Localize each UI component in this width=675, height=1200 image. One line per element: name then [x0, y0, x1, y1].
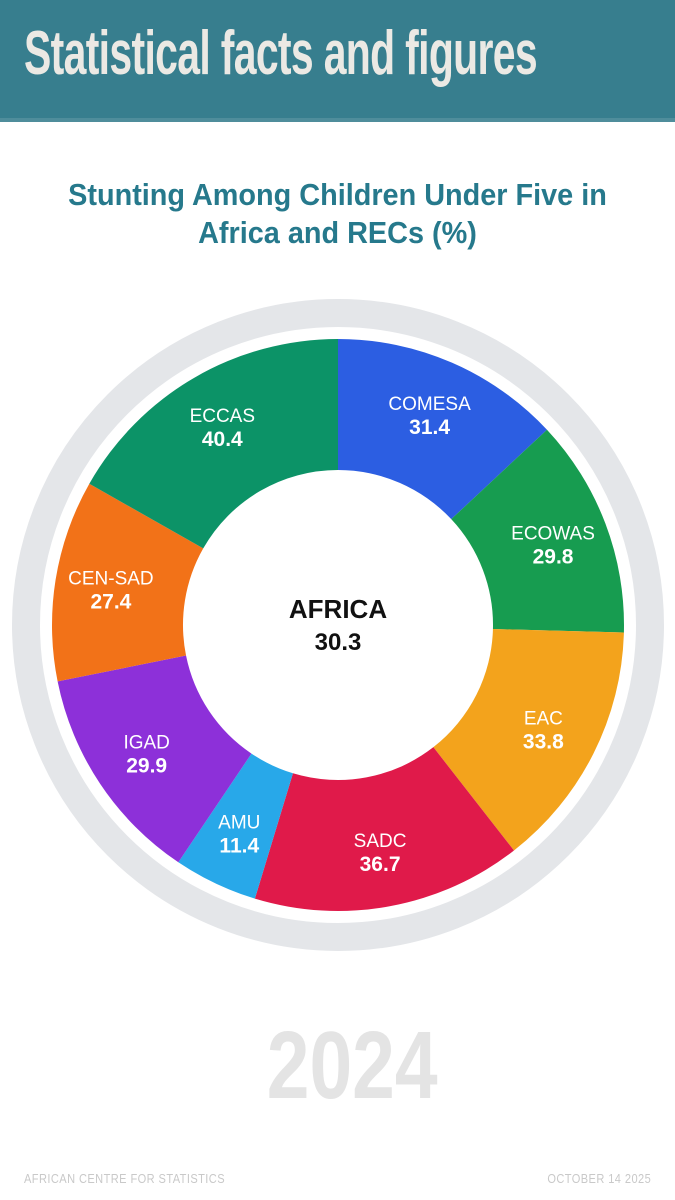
segment-label-cen-sad: CEN-SAD [68, 569, 154, 590]
outer-ring [12, 299, 664, 951]
segment-value-amu: 11.4 [219, 835, 259, 858]
segment-label-comesa: COMESA [388, 394, 471, 415]
segment-label-amu: AMU [218, 813, 260, 834]
donut-chart-container: COMESA 31.4 ECOWAS 29.8 EAC 33.8 SADC 36.7 AMU 11… [0, 290, 675, 960]
donut-segment-sadc [254, 747, 514, 912]
chart-title-line2: Africa and RECs (%) [198, 215, 477, 250]
segment-label-eac: EAC [524, 709, 563, 730]
segment-value-ecowas: 29.8 [533, 545, 574, 568]
donut-segment-eccas [89, 339, 338, 549]
footer-source: AFRICAN CENTRE FOR STATISTICS [24, 1170, 226, 1186]
donut-segment-amu [178, 753, 293, 899]
donut-segment-ecowas [451, 429, 624, 633]
segment-value-cen-sad: 27.4 [90, 591, 131, 614]
segment-value-eac: 33.8 [523, 731, 564, 754]
center-label: AFRICA [289, 594, 387, 624]
donut-segment-cen-sad [52, 483, 204, 682]
segment-label-ecowas: ECOWAS [511, 523, 595, 544]
center-value: 30.3 [315, 629, 362, 656]
segment-value-sadc: 36.7 [360, 853, 401, 876]
segment-value-igad: 29.9 [126, 755, 167, 778]
segment-value-eccas: 40.4 [202, 428, 243, 451]
year-watermark: 2024 [266, 1012, 438, 1119]
footer-date: OCTOBER 14 2025 [547, 1170, 651, 1186]
chart-title: Stunting Among Children Under Five in Af… [0, 176, 675, 252]
page-title: Statistical facts and figures [24, 19, 538, 88]
footer: AFRICAN CENTRE FOR STATISTICS OCTOBER 14… [24, 1166, 651, 1190]
segment-value-comesa: 31.4 [409, 416, 450, 439]
header-banner: Statistical facts and figures [0, 0, 675, 122]
segment-label-igad: IGAD [123, 733, 169, 754]
donut-segment-igad [57, 655, 252, 863]
chart-title-line1: Stunting Among Children Under Five in [68, 177, 607, 212]
donut-segment-eac [433, 629, 624, 851]
segment-label-sadc: SADC [354, 831, 407, 852]
donut-segment-comesa [338, 339, 547, 520]
segment-label-eccas: ECCAS [190, 406, 255, 427]
